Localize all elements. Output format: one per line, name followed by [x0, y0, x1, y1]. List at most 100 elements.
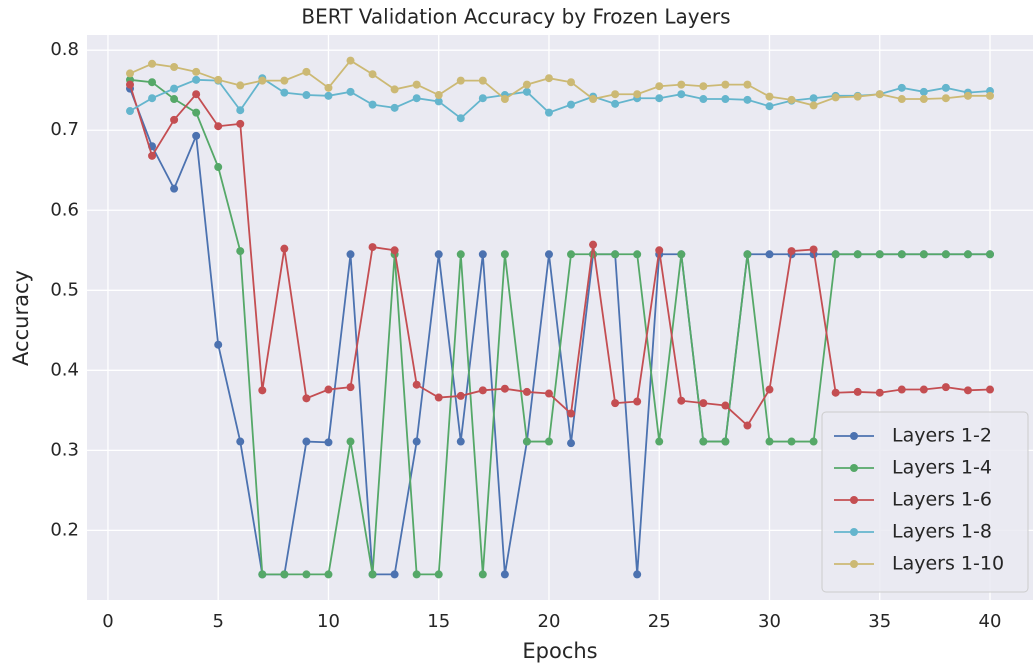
series-line [129, 59, 990, 107]
data-point [258, 386, 267, 395]
x-tick-label: 25 [648, 611, 671, 632]
data-point [434, 97, 443, 106]
data-point [236, 119, 245, 128]
data-point [919, 95, 928, 104]
legend-label: Layers 1-10 [892, 553, 1004, 575]
data-point [655, 437, 664, 446]
data-point [941, 383, 950, 392]
data-point [412, 80, 421, 89]
data-point [544, 437, 553, 446]
y-tick-label: 0.5 [50, 279, 79, 300]
data-point [412, 380, 421, 389]
data-point [787, 437, 796, 446]
data-point [478, 94, 487, 103]
data-point [677, 250, 686, 259]
data-point [567, 100, 576, 109]
data-point [677, 90, 686, 99]
data-point [831, 250, 840, 259]
data-point [919, 385, 928, 394]
series-line [129, 76, 991, 120]
data-point [522, 387, 531, 396]
data-point [963, 91, 972, 100]
data-point [765, 92, 774, 101]
data-point [809, 437, 818, 446]
data-point [148, 151, 157, 160]
data-point [897, 250, 906, 259]
data-point [699, 95, 708, 104]
data-point [258, 570, 267, 579]
data-point [986, 250, 994, 259]
data-point [236, 247, 245, 256]
data-point [677, 396, 686, 405]
data-point [522, 87, 531, 96]
legend-box [821, 411, 1029, 593]
data-point [743, 95, 752, 104]
data-point [192, 67, 201, 76]
data-point [633, 397, 642, 406]
data-point [412, 437, 421, 446]
x-axis-label: Epochs [522, 639, 597, 663]
data-point [500, 250, 509, 259]
data-point [434, 570, 443, 579]
data-point [456, 114, 465, 123]
data-point [831, 93, 840, 102]
data-point [478, 570, 487, 579]
data-point [522, 80, 531, 89]
data-point [302, 570, 311, 579]
x-tick-label: 35 [868, 611, 891, 632]
data-point [567, 439, 576, 448]
data-point [809, 101, 818, 110]
legend-marker [850, 560, 858, 568]
data-point [919, 250, 928, 259]
data-point [500, 570, 509, 579]
y-tick-label: 0.3 [50, 439, 79, 460]
data-point [941, 250, 950, 259]
data-point [963, 386, 972, 395]
data-point [633, 250, 642, 259]
data-point [324, 570, 333, 579]
data-point [236, 81, 245, 90]
legend-marker [850, 432, 858, 440]
data-point [544, 389, 553, 398]
data-point [765, 437, 774, 446]
data-point [567, 409, 576, 418]
data-point [478, 250, 487, 259]
series-group [126, 56, 994, 579]
data-point [721, 80, 730, 89]
data-point [434, 393, 443, 402]
data-point [655, 246, 664, 255]
data-point [280, 570, 289, 579]
x-tick-label: 10 [317, 611, 340, 632]
data-point [478, 386, 487, 395]
data-point [324, 438, 333, 447]
data-point [126, 80, 134, 89]
data-point [346, 250, 355, 259]
data-point [589, 95, 598, 104]
legend-label: Layers 1-4 [892, 457, 992, 479]
data-point [456, 391, 465, 400]
data-point [765, 385, 774, 394]
y-tick-label: 0.7 [50, 119, 79, 140]
legend: Layers 1-2 Layers 1-4 Layers 1-6 Layers 1-8… [821, 411, 1029, 593]
data-point [853, 92, 862, 101]
data-point [192, 90, 201, 99]
data-point [170, 184, 179, 193]
data-point [456, 76, 465, 85]
data-point [743, 250, 752, 259]
data-point [500, 95, 509, 104]
data-point [412, 94, 421, 103]
data-point [611, 99, 620, 108]
legend-label: Layers 1-2 [892, 425, 992, 447]
data-point [302, 437, 311, 446]
data-point [324, 83, 333, 92]
data-point [655, 94, 664, 103]
data-point [214, 75, 223, 84]
data-point [258, 76, 267, 85]
data-point [148, 59, 157, 68]
data-point [126, 107, 134, 116]
data-point [611, 399, 620, 408]
y-axis-label: Accuracy [9, 270, 33, 366]
data-point [831, 388, 840, 397]
x-tick-label: 15 [427, 611, 450, 632]
data-point [170, 95, 179, 104]
